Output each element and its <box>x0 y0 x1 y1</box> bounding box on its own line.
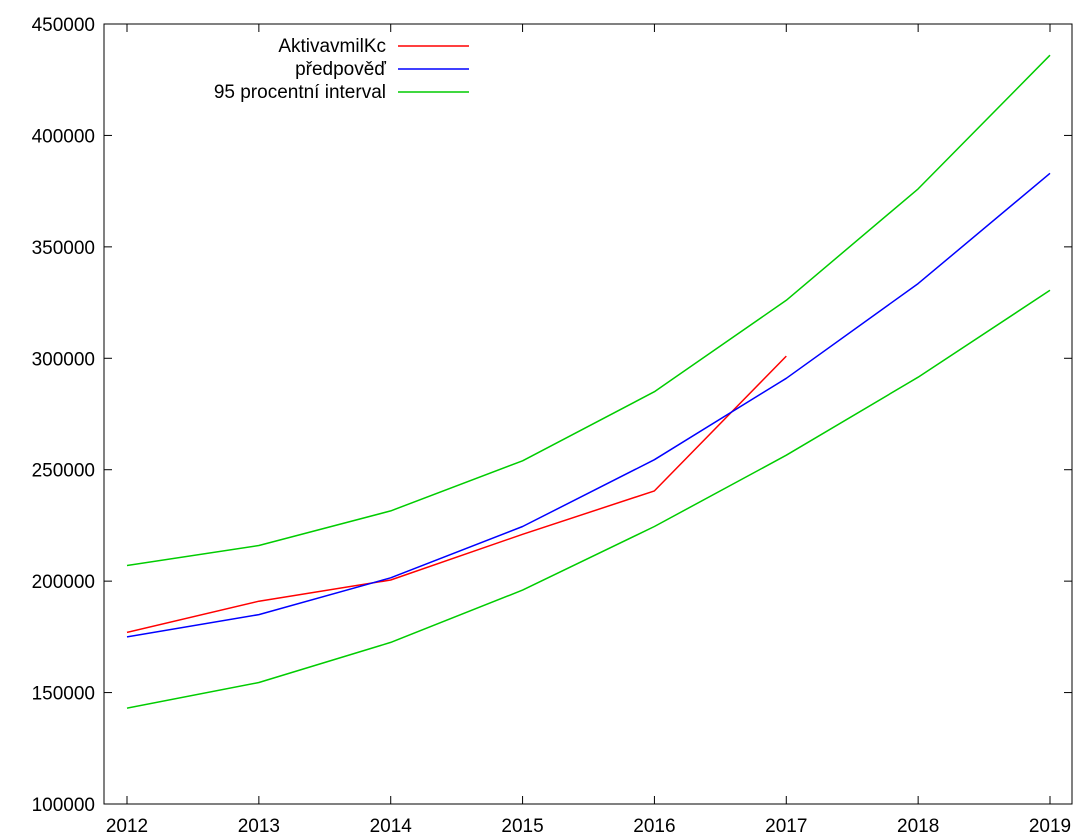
y-tick-label: 100000 <box>32 795 95 816</box>
x-tick-label: 2018 <box>897 816 939 837</box>
series-line-1 <box>126 172 1051 638</box>
x-tick-label: 2019 <box>1029 816 1071 837</box>
series-lines <box>126 54 1051 709</box>
x-tick-label: 2014 <box>370 816 413 837</box>
y-tick-label: 350000 <box>32 238 95 259</box>
legend-label: AktivavmilKc <box>278 36 386 57</box>
series-line-0 <box>126 355 787 634</box>
y-tick-label: 250000 <box>32 461 95 482</box>
x-axis: 2012 2013 2014 2015 2016 2017 2018 2019 <box>106 24 1071 837</box>
y-tick-label: 300000 <box>32 349 95 370</box>
x-tick-label: 2015 <box>501 816 543 837</box>
y-tick-label: 150000 <box>32 684 95 705</box>
x-tick-label: 2013 <box>238 816 280 837</box>
y-tick-label: 200000 <box>32 572 95 593</box>
legend-label: 95 procentní interval <box>214 82 386 103</box>
plot-frame <box>103 23 1073 805</box>
y-tick-label: 400000 <box>32 126 95 147</box>
x-tick-label: 2017 <box>765 816 807 837</box>
x-tick-label: 2016 <box>633 816 675 837</box>
x-tick-label: 2012 <box>106 816 148 837</box>
y-axis: 100000 150000 200000 250000 300000 350000 4000… <box>32 15 1072 816</box>
y-tick-label: 450000 <box>32 15 95 36</box>
series-line-3 <box>126 289 1051 709</box>
legend-label: předpověď <box>295 59 386 80</box>
series-line-2 <box>126 54 1051 567</box>
